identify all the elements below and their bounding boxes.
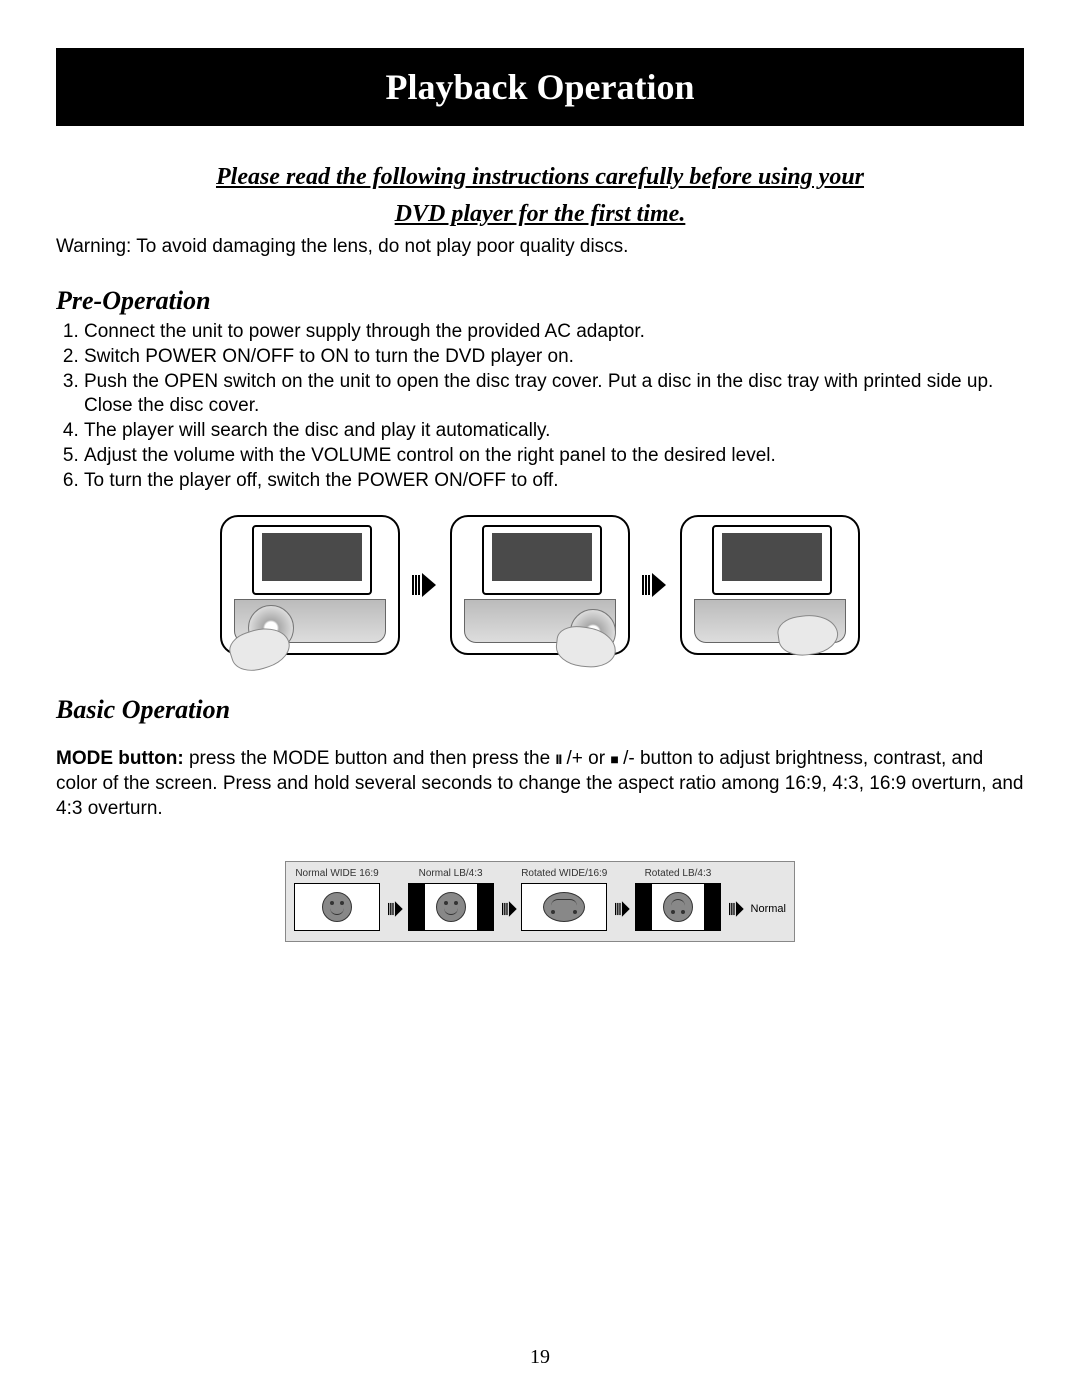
ratio-box (408, 883, 494, 931)
step-item: To turn the player off, switch the POWER… (84, 469, 1024, 494)
arrow-right-icon (502, 899, 518, 919)
ratio-label: Normal LB/4:3 (419, 868, 483, 879)
pre-operation-heading: Pre-Operation (56, 286, 1024, 316)
aspect-ratio-figure: Normal WIDE 16:9 Normal LB/4:3 Rotated W… (285, 861, 795, 942)
stop-symbol-icon: ■ (610, 751, 617, 767)
device-illustration-3 (680, 515, 860, 655)
face-icon (436, 892, 466, 922)
arrow-right-icon (729, 899, 745, 919)
face-icon (322, 892, 352, 922)
device-illustration-1 (220, 515, 400, 655)
ratio-item-normal-wide: Normal WIDE 16:9 (294, 868, 380, 931)
page-number: 19 (0, 1346, 1080, 1369)
step-item: Switch POWER ON/OFF to ON to turn the DV… (84, 345, 1024, 370)
arrow-right-icon (642, 571, 668, 599)
ratio-end-label: Normal (751, 903, 786, 915)
ratio-box (294, 883, 380, 931)
step-item: The player will search the disc and play… (84, 419, 1024, 444)
basic-operation-heading: Basic Operation (56, 695, 1024, 725)
ratio-item-rotated-lb: Rotated LB/4:3 (635, 868, 721, 931)
ratio-label: Rotated WIDE/16:9 (521, 868, 607, 879)
ratio-box (521, 883, 607, 931)
step-item: Connect the unit to power supply through… (84, 320, 1024, 345)
intro-line-1: Please read the following instructions c… (92, 162, 988, 193)
page-title: Playback Operation (385, 67, 694, 107)
arrow-right-icon (388, 899, 404, 919)
mode-text-1: press the MODE button and then press the (184, 748, 556, 769)
mode-text-1b: /+ or (561, 748, 610, 769)
step-item: Push the OPEN switch on the unit to open… (84, 370, 1024, 419)
device-illustration-2 (450, 515, 630, 655)
device-figure-row (56, 515, 1024, 655)
title-bar: Playback Operation (56, 48, 1024, 126)
mode-button-paragraph: MODE button: press the MODE button and t… (56, 747, 1024, 821)
face-rotated-icon (663, 892, 693, 922)
arrow-right-icon (412, 571, 438, 599)
intro-line-2: DVD player for the first time. (92, 199, 988, 230)
arrow-right-icon (615, 899, 631, 919)
ratio-item-normal-lb: Normal LB/4:3 (408, 868, 494, 931)
ratio-item-rotated-wide: Rotated WIDE/16:9 (521, 868, 607, 931)
step-item: Adjust the volume with the VOLUME contro… (84, 444, 1024, 469)
ratio-box (635, 883, 721, 931)
ratio-label: Normal WIDE 16:9 (295, 868, 378, 879)
face-rotated-icon (543, 892, 585, 922)
mode-button-label: MODE button: (56, 748, 184, 769)
warning-text: Warning: To avoid damaging the lens, do … (56, 236, 1024, 258)
ratio-label: Rotated LB/4:3 (645, 868, 712, 879)
pre-operation-list: Connect the unit to power supply through… (56, 320, 1024, 493)
